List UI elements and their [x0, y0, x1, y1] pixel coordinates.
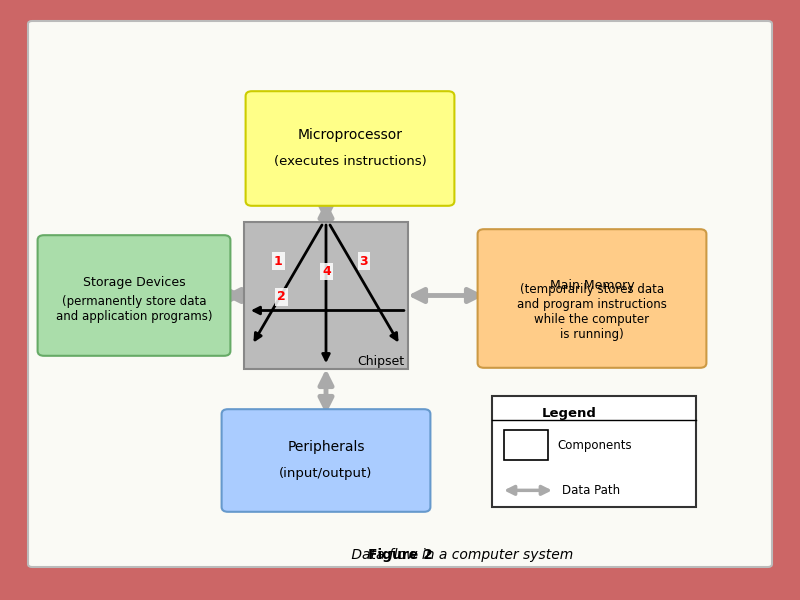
Text: 2: 2 — [278, 290, 286, 304]
Text: Data Path: Data Path — [562, 484, 620, 497]
Text: Peripherals: Peripherals — [287, 440, 365, 454]
Bar — [492, 396, 696, 507]
Text: Figure 2: Figure 2 — [367, 548, 433, 562]
FancyBboxPatch shape — [28, 21, 772, 567]
Text: Components: Components — [558, 439, 632, 452]
FancyBboxPatch shape — [38, 235, 230, 356]
Text: Microprocessor: Microprocessor — [298, 128, 402, 142]
FancyBboxPatch shape — [246, 91, 454, 206]
Text: Storage Devices: Storage Devices — [82, 276, 186, 289]
Bar — [244, 222, 408, 369]
Text: (executes instructions): (executes instructions) — [274, 155, 426, 168]
Text: Chipset: Chipset — [357, 355, 404, 368]
Text: Main Memory: Main Memory — [550, 279, 634, 292]
Text: (temporarily stores data
and program instructions
while the computer
is running): (temporarily stores data and program ins… — [517, 283, 667, 341]
Text: Legend: Legend — [542, 407, 597, 420]
FancyBboxPatch shape — [478, 229, 706, 368]
Text: (permanently store data
and application programs): (permanently store data and application … — [56, 295, 212, 323]
Text: (input/output): (input/output) — [279, 467, 373, 480]
Text: 3: 3 — [360, 254, 368, 268]
Text: Data flow in a computer system: Data flow in a computer system — [347, 548, 573, 562]
FancyBboxPatch shape — [222, 409, 430, 512]
Bar — [504, 430, 548, 460]
Text: 4: 4 — [322, 265, 330, 278]
Text: 1: 1 — [274, 254, 282, 268]
